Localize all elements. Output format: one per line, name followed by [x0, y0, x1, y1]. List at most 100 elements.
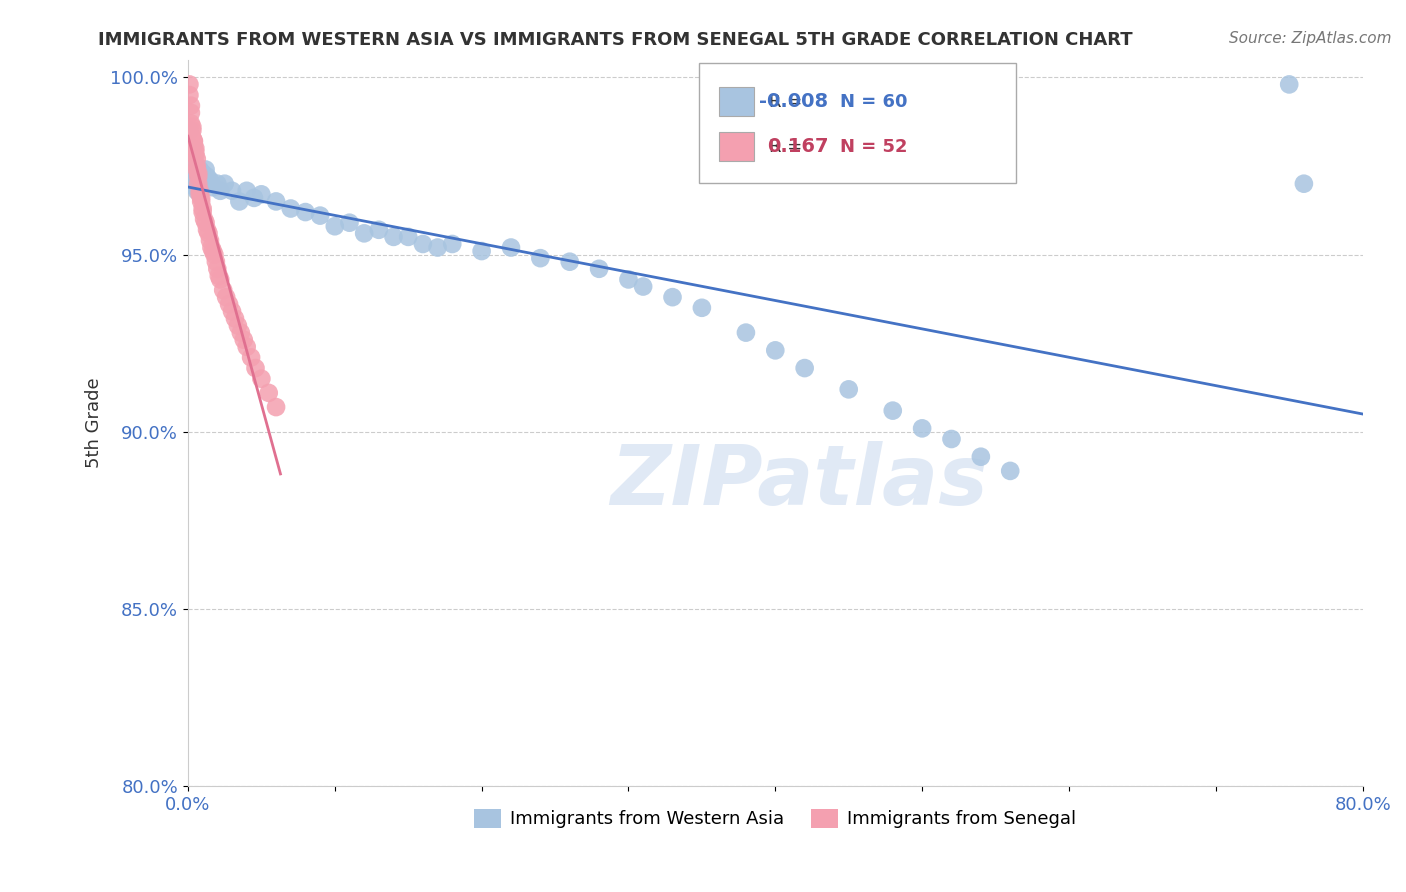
Point	[190, 191, 212, 205]
Point	[280, 202, 302, 216]
Point	[339, 216, 361, 230]
Point	[309, 209, 332, 223]
Point	[195, 169, 218, 184]
Point	[183, 134, 205, 148]
Point	[617, 272, 640, 286]
Point	[181, 120, 204, 134]
Point	[911, 421, 934, 435]
Point	[499, 240, 522, 254]
Point	[214, 177, 236, 191]
Point	[184, 145, 207, 159]
Point	[187, 166, 209, 180]
Point	[191, 205, 214, 219]
Point	[181, 159, 204, 173]
Point	[294, 205, 316, 219]
Point	[588, 261, 610, 276]
Point	[191, 202, 214, 216]
Text: IMMIGRANTS FROM WESTERN ASIA VS IMMIGRANTS FROM SENEGAL 5TH GRADE CORRELATION CH: IMMIGRANTS FROM WESTERN ASIA VS IMMIGRAN…	[98, 31, 1133, 49]
Point	[221, 184, 243, 198]
Point	[186, 159, 208, 173]
Point	[180, 105, 202, 120]
Bar	[718, 132, 754, 161]
Point	[264, 194, 287, 209]
Point	[250, 187, 273, 202]
Point	[558, 254, 581, 268]
Point	[188, 184, 211, 198]
Point	[209, 184, 232, 198]
Point	[181, 130, 204, 145]
Point	[194, 162, 217, 177]
Point	[396, 230, 419, 244]
Point	[187, 177, 209, 191]
Point	[250, 372, 273, 386]
Point	[323, 219, 346, 234]
Point	[180, 169, 202, 184]
Point	[179, 78, 201, 92]
Point	[183, 137, 205, 152]
Point	[690, 301, 713, 315]
Point	[235, 184, 257, 198]
Point	[1278, 78, 1301, 92]
Point	[229, 326, 252, 340]
Text: R =: R =	[769, 138, 808, 156]
Point	[201, 244, 224, 258]
Point	[382, 230, 405, 244]
Point	[218, 297, 240, 311]
Point	[426, 240, 449, 254]
Point	[180, 116, 202, 130]
Point	[181, 123, 204, 137]
Point	[188, 187, 211, 202]
Point	[735, 326, 758, 340]
Text: Source: ZipAtlas.com: Source: ZipAtlas.com	[1229, 31, 1392, 46]
Text: -0.008: -0.008	[759, 92, 828, 112]
Point	[235, 340, 257, 354]
Point	[941, 432, 963, 446]
Point	[202, 247, 225, 261]
Point	[245, 361, 267, 376]
Point	[184, 148, 207, 162]
Text: N = 60: N = 60	[839, 93, 907, 111]
Point	[215, 290, 238, 304]
Point	[181, 141, 204, 155]
Point	[184, 141, 207, 155]
Point	[188, 162, 211, 177]
Point	[793, 361, 815, 376]
Point	[186, 159, 208, 173]
Point	[180, 148, 202, 162]
Point	[661, 290, 683, 304]
Point	[190, 169, 212, 184]
Point	[264, 400, 287, 414]
Point	[179, 88, 201, 103]
Point	[183, 134, 205, 148]
Point	[471, 244, 494, 258]
Point	[243, 191, 266, 205]
Point	[198, 234, 221, 248]
Point	[209, 272, 232, 286]
Point	[200, 240, 222, 254]
Point	[179, 123, 201, 137]
Point	[197, 227, 219, 241]
Point	[187, 177, 209, 191]
Point	[232, 333, 254, 347]
Point	[186, 152, 208, 166]
Point	[882, 403, 904, 417]
Point	[228, 194, 250, 209]
Point	[1000, 464, 1022, 478]
Point	[207, 261, 229, 276]
Point	[205, 254, 228, 268]
Point	[367, 223, 389, 237]
Point	[183, 155, 205, 169]
Text: 0.167: 0.167	[766, 137, 828, 156]
Point	[838, 382, 860, 396]
Point	[201, 180, 224, 194]
Point	[212, 283, 235, 297]
FancyBboxPatch shape	[699, 63, 1017, 183]
Point	[183, 173, 205, 187]
Point	[191, 166, 214, 180]
Point	[1292, 177, 1315, 191]
Point	[184, 166, 207, 180]
Point	[224, 311, 246, 326]
Point	[226, 318, 249, 333]
Point	[970, 450, 993, 464]
Point	[208, 268, 231, 283]
